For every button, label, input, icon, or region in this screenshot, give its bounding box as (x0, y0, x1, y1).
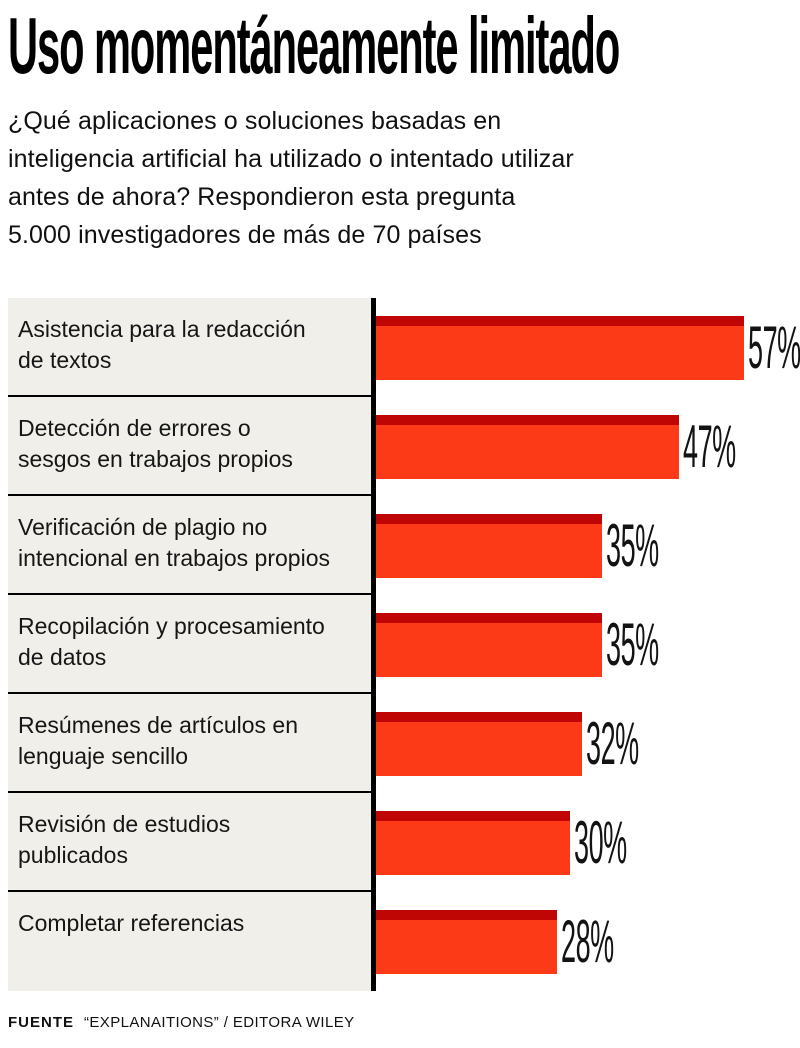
bar-fill-3 (376, 612, 602, 677)
source-text: “EXPLANAITIONS” / EDITORA WILEY (84, 1014, 355, 1031)
source-footer: FUENTE “EXPLANAITIONS” / EDITORA WILEY (8, 1014, 355, 1031)
chart-row: Recopilación y procesamiento de datos 35… (8, 595, 800, 694)
bar-fill-0 (376, 315, 744, 380)
bar-fill-4 (376, 711, 583, 776)
category-label: Revisión de estudios publicados (8, 793, 371, 892)
value-label: 47% (683, 412, 736, 480)
chart-row: Completar referencias 28% (8, 892, 800, 991)
category-label: Completar referencias (8, 892, 371, 991)
value-label: 35% (605, 610, 659, 678)
bar-zone: 35% (376, 496, 800, 595)
axis-line (371, 298, 376, 991)
bar-fill-2 (376, 513, 602, 578)
category-label: Asistencia para la redacción de textos (8, 298, 371, 397)
category-label: Detección de errores o sesgos en trabajo… (8, 397, 371, 496)
bar-zone: 30% (376, 793, 800, 892)
chart-row: Verificación de plagio no intencional en… (8, 496, 800, 595)
bar-zone: 57% (376, 298, 800, 397)
category-label: Resúmenes de artículos en lenguaje senci… (8, 694, 371, 793)
bar-zone: 28% (376, 892, 800, 991)
page-title: Uso momentáneamente limitado (8, 1, 620, 90)
value-label: 57% (747, 313, 800, 381)
category-label: Recopilación y procesamiento de datos (8, 595, 371, 694)
chart-row: Detección de errores o sesgos en trabajo… (8, 397, 800, 496)
source-label: FUENTE (8, 1014, 74, 1031)
chart-row: Revisión de estudios publicados 30% (8, 793, 800, 892)
subtitle: ¿Qué aplicaciones o soluciones basadas e… (8, 107, 574, 249)
chart-row: Asistencia para la redacción de textos 5… (8, 298, 800, 397)
value-label: 30% (573, 808, 627, 876)
bar-fill-6 (376, 909, 557, 974)
bar-fill-1 (376, 414, 680, 479)
bar-zone: 47% (376, 397, 800, 496)
bar-zone: 32% (376, 694, 800, 793)
value-label: 32% (586, 709, 640, 777)
chart-row: Resúmenes de artículos en lenguaje senci… (8, 694, 800, 793)
category-label: Verificación de plagio no intencional en… (8, 496, 371, 595)
value-label: 35% (605, 511, 659, 579)
value-label: 28% (560, 907, 614, 975)
bar-zone: 35% (376, 595, 800, 694)
bar-chart: Asistencia para la redacción de textos 5… (8, 298, 800, 991)
bar-fill-5 (376, 810, 570, 875)
